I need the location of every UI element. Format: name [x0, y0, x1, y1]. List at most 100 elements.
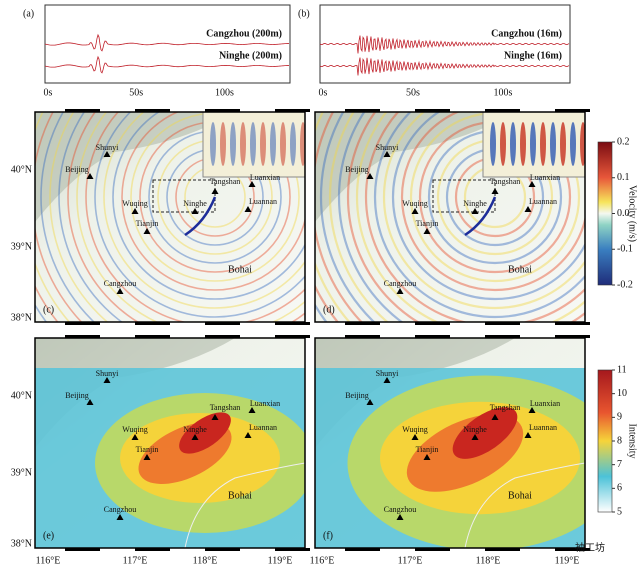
station-label: Tianjin	[136, 219, 159, 228]
station	[244, 432, 252, 438]
wavefront	[76, 112, 305, 322]
map-panel: Shunyi Beijing Tangshan Luanxian Luannan Wuqi…	[314, 109, 590, 325]
trace-label: Ninghe (200m)	[219, 50, 282, 61]
inset-wave	[280, 122, 286, 166]
waveform	[319, 57, 570, 76]
inset-wave	[210, 122, 216, 166]
station-label: Wuqing	[402, 199, 427, 208]
station	[524, 206, 532, 212]
station-label: Beijing	[65, 165, 89, 174]
frame-tick	[275, 335, 310, 338]
station-label: Wuqing	[122, 199, 147, 208]
station-label: Shunyi	[96, 143, 119, 152]
station	[423, 454, 431, 460]
station-label: Luanxian	[530, 399, 560, 408]
frame-tick	[65, 548, 100, 551]
frame-tick	[345, 109, 380, 112]
wavefront	[328, 112, 390, 322]
lon-tick: 117°E	[123, 555, 148, 566]
station	[528, 407, 536, 413]
frame-tick	[275, 548, 310, 551]
station	[143, 454, 151, 460]
station	[103, 377, 111, 383]
frame-tick	[135, 335, 170, 338]
wavefront	[85, 112, 305, 322]
frame-tick	[415, 109, 450, 112]
map-panel: Shunyi Beijing Tangshan Luanxian Luannan Wuqi…	[314, 335, 590, 551]
mountains	[35, 112, 235, 222]
lon-tick: 116°E	[310, 555, 335, 566]
station	[411, 434, 419, 440]
station	[248, 407, 256, 413]
wavefront	[373, 112, 585, 319]
frame-tick	[485, 548, 520, 551]
station-label: Beijing	[345, 391, 369, 400]
colorbar-tick-label: 11	[617, 364, 627, 375]
frame-tick	[485, 109, 520, 112]
time-tick: 50s	[406, 87, 420, 98]
time-tick: 0s	[319, 87, 328, 98]
station-label: Tangshan	[490, 177, 521, 186]
inset-wave	[300, 122, 305, 166]
inset-wave	[540, 122, 546, 166]
inset-wave	[510, 122, 516, 166]
panel-label: (f)	[323, 530, 333, 541]
station	[423, 228, 431, 234]
station-label: Shunyi	[376, 369, 399, 378]
frame-tick	[205, 109, 240, 112]
lon-tick: 118°E	[193, 555, 218, 566]
station-label: Shunyi	[96, 369, 119, 378]
station	[244, 206, 252, 212]
mountains	[315, 338, 515, 448]
station	[528, 181, 536, 187]
frame-tick	[275, 322, 310, 325]
trace-label: Cangzhou (200m)	[206, 28, 282, 39]
panel-label: (e)	[43, 530, 54, 541]
lon-tick: 117°E	[398, 555, 423, 566]
station-label: Luanxian	[530, 173, 560, 182]
sea-label: Bohai	[508, 490, 532, 501]
wavefront	[319, 112, 376, 322]
station	[524, 432, 532, 438]
zoom-box	[152, 179, 216, 213]
inset-wave	[580, 122, 585, 166]
lat-tick: 39°N	[11, 241, 32, 252]
wavefront	[67, 112, 305, 322]
int-10	[179, 412, 231, 454]
lat-tick: 40°N	[11, 164, 32, 175]
colorbar-tick-label: 0.2	[617, 136, 630, 147]
station	[366, 173, 374, 179]
station-label: Cangzhou	[384, 279, 416, 288]
inset-wave	[560, 122, 566, 166]
zoom-box	[432, 179, 496, 213]
station	[86, 399, 94, 405]
station-label: Luannan	[249, 197, 277, 206]
colorbar	[597, 141, 613, 286]
frame-tick	[345, 322, 380, 325]
wavefront	[103, 112, 305, 309]
colorbar-tick-label: 7	[617, 459, 622, 470]
wavefront	[346, 112, 585, 322]
station	[383, 377, 391, 383]
inset-wave	[240, 122, 246, 166]
frame-tick	[555, 335, 590, 338]
inset-wave	[530, 122, 536, 166]
frame-tick	[415, 548, 450, 551]
station-label: Beijing	[345, 165, 369, 174]
station	[116, 514, 124, 520]
frame-tick	[415, 335, 450, 338]
frame-tick	[415, 322, 450, 325]
wavefront	[400, 112, 585, 292]
wavefront	[391, 112, 585, 301]
station	[383, 151, 391, 157]
map-content	[315, 338, 585, 548]
station	[396, 288, 404, 294]
lon-tick: 118°E	[476, 555, 501, 566]
wavefront	[121, 112, 305, 291]
waveform	[44, 33, 290, 52]
inset-wave	[260, 122, 266, 166]
colorbar-tick-label: 0.0	[617, 208, 630, 219]
map-panel: Shunyi Beijing Tangshan Luanxian Luannan Wuqi…	[34, 109, 310, 325]
station	[491, 188, 499, 194]
